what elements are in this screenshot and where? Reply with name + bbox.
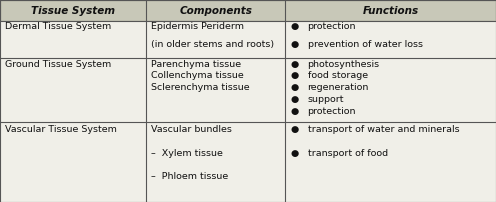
Text: transport of water and minerals: transport of water and minerals: [308, 125, 459, 134]
Text: ●: ●: [290, 148, 299, 158]
Text: Parenchyma tissue: Parenchyma tissue: [151, 60, 242, 68]
Text: food storage: food storage: [308, 72, 368, 80]
Text: –  Xylem tissue: – Xylem tissue: [151, 148, 223, 158]
Text: Functions: Functions: [363, 6, 419, 16]
Text: Components: Components: [180, 6, 252, 16]
Text: protection: protection: [308, 22, 356, 31]
Text: Vascular Tissue System: Vascular Tissue System: [5, 125, 117, 134]
Text: ●: ●: [290, 125, 299, 134]
Bar: [0, 58, 496, 122]
Text: Tissue System: Tissue System: [31, 6, 115, 16]
Text: –  Phloem tissue: – Phloem tissue: [151, 173, 229, 181]
Text: ●: ●: [290, 83, 299, 93]
Text: photosynthesis: photosynthesis: [308, 60, 379, 68]
Text: ●: ●: [290, 72, 299, 80]
Text: Sclerenchyma tissue: Sclerenchyma tissue: [151, 83, 250, 93]
Text: prevention of water loss: prevention of water loss: [308, 40, 423, 49]
Text: Vascular bundles: Vascular bundles: [151, 125, 232, 134]
Text: Epidermis Periderm: Epidermis Periderm: [151, 22, 244, 31]
Bar: [0, 21, 496, 58]
Text: support: support: [308, 95, 344, 104]
Text: ●: ●: [290, 40, 299, 49]
Text: ●: ●: [290, 22, 299, 31]
Text: Collenchyma tissue: Collenchyma tissue: [151, 72, 244, 80]
Text: transport of food: transport of food: [308, 148, 388, 158]
Text: Ground Tissue System: Ground Tissue System: [5, 60, 111, 68]
Bar: [0, 122, 496, 202]
Bar: [0, 0, 496, 21]
Text: ●: ●: [290, 95, 299, 104]
Text: regeneration: regeneration: [308, 83, 369, 93]
Text: ●: ●: [290, 107, 299, 116]
Text: protection: protection: [308, 107, 356, 116]
Text: (in older stems and roots): (in older stems and roots): [151, 40, 274, 49]
Text: Dermal Tissue System: Dermal Tissue System: [5, 22, 111, 31]
Text: ●: ●: [290, 60, 299, 68]
